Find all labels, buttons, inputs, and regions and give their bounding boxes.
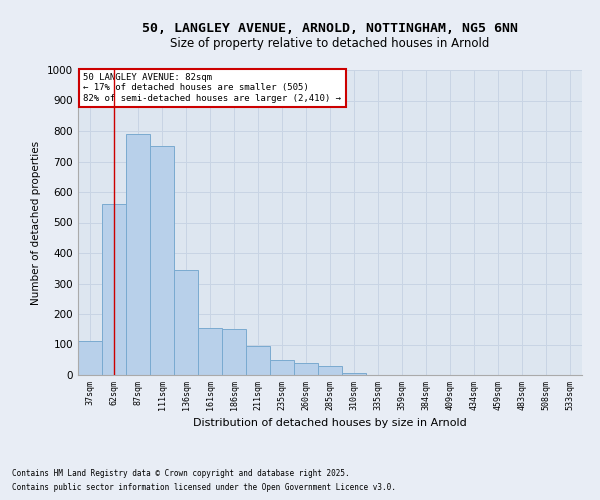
Text: 50 LANGLEY AVENUE: 82sqm
← 17% of detached houses are smaller (505)
82% of semi-: 50 LANGLEY AVENUE: 82sqm ← 17% of detach… — [83, 73, 341, 103]
Bar — [246, 346, 270, 375]
Bar — [126, 134, 150, 375]
Bar — [198, 328, 222, 375]
Text: Size of property relative to detached houses in Arnold: Size of property relative to detached ho… — [170, 38, 490, 51]
Text: Contains public sector information licensed under the Open Government Licence v3: Contains public sector information licen… — [12, 484, 396, 492]
Y-axis label: Number of detached properties: Number of detached properties — [31, 140, 41, 304]
Bar — [102, 204, 126, 375]
Bar — [174, 270, 198, 375]
Text: 50, LANGLEY AVENUE, ARNOLD, NOTTINGHAM, NG5 6NN: 50, LANGLEY AVENUE, ARNOLD, NOTTINGHAM, … — [142, 22, 518, 36]
Bar — [150, 146, 174, 375]
X-axis label: Distribution of detached houses by size in Arnold: Distribution of detached houses by size … — [193, 418, 467, 428]
Bar — [342, 374, 366, 375]
Bar — [318, 366, 342, 375]
Bar — [78, 342, 102, 375]
Bar — [270, 360, 294, 375]
Bar — [294, 363, 318, 375]
Bar — [222, 329, 246, 375]
Text: Contains HM Land Registry data © Crown copyright and database right 2025.: Contains HM Land Registry data © Crown c… — [12, 468, 350, 477]
